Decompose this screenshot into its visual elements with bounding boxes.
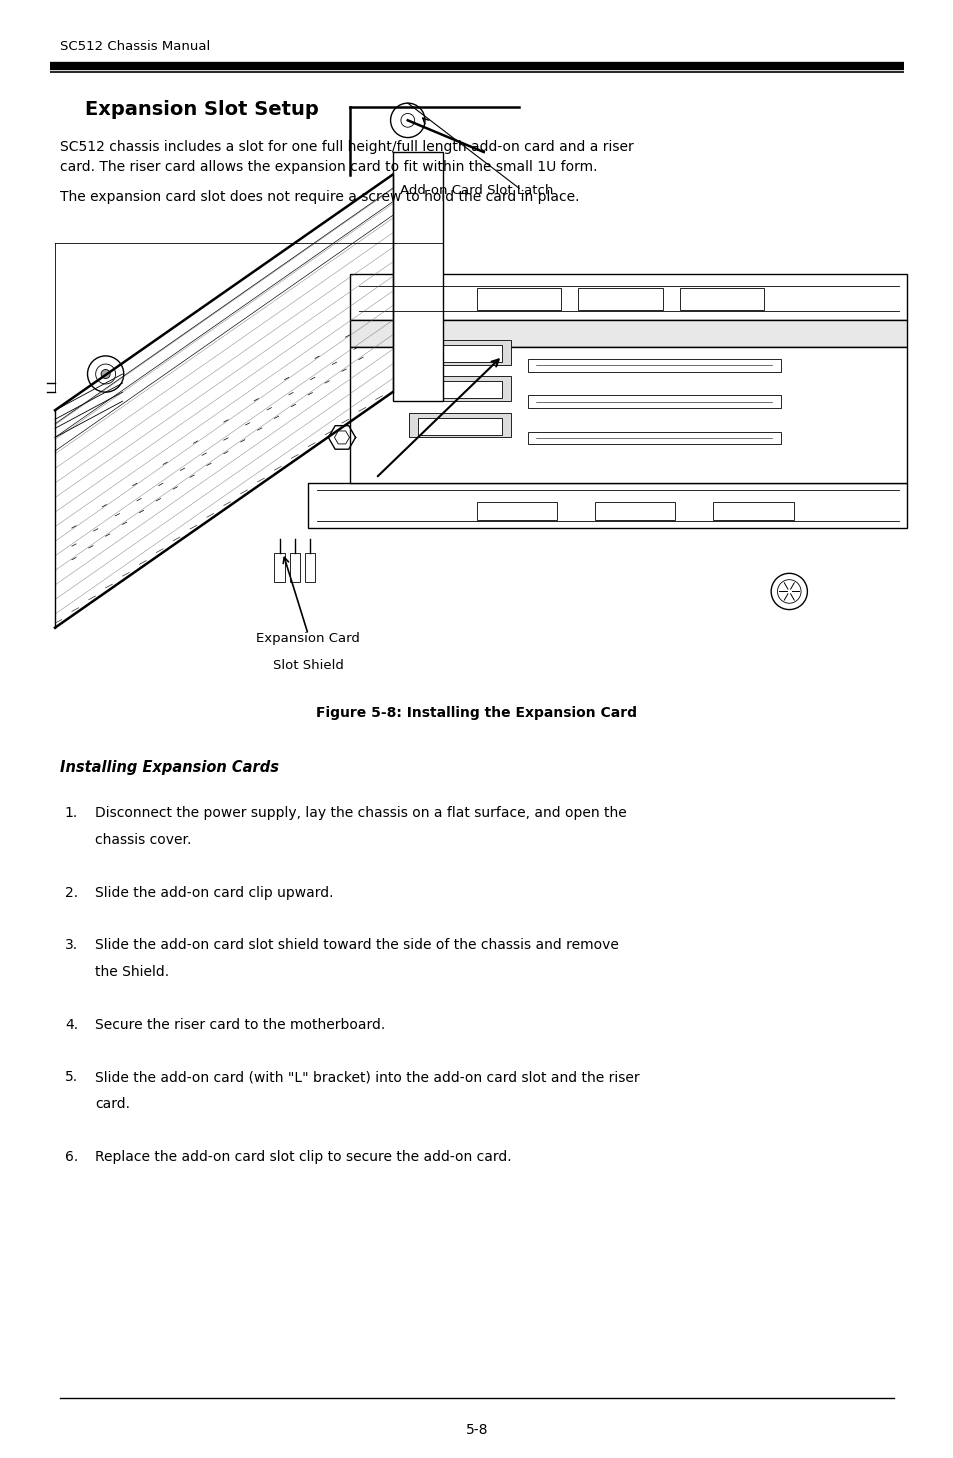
Text: chassis cover.: chassis cover. — [95, 833, 192, 847]
Bar — [578, 287, 662, 309]
Text: card. The riser card allows the expansion card to fit within the small 1U form.: card. The riser card allows the expansio… — [60, 160, 597, 174]
Bar — [274, 553, 284, 582]
Bar — [476, 287, 560, 309]
Polygon shape — [393, 152, 443, 401]
Text: 4.: 4. — [65, 1018, 78, 1032]
Bar — [409, 413, 510, 437]
Polygon shape — [350, 347, 906, 483]
Text: Figure 5-8: Installing the Expansion Card: Figure 5-8: Installing the Expansion Car… — [316, 706, 637, 720]
Text: 5.: 5. — [65, 1070, 78, 1085]
Text: 3.: 3. — [65, 937, 78, 952]
Bar — [527, 432, 780, 445]
Text: Secure the riser card to the motherboard.: Secure the riser card to the motherboard… — [95, 1018, 385, 1032]
Text: SC512 chassis includes a slot for one full height/full length add-on card and a : SC512 chassis includes a slot for one fu… — [60, 140, 633, 155]
Text: Add-on Card Slot Latch: Add-on Card Slot Latch — [400, 184, 553, 197]
Text: Slot Shield: Slot Shield — [273, 659, 343, 672]
Text: 6.: 6. — [65, 1150, 78, 1163]
Text: The expansion card slot does not require a screw to hold the card in place.: The expansion card slot does not require… — [60, 190, 578, 204]
Text: 1.: 1. — [65, 806, 78, 819]
Text: SC512 Chassis Manual: SC512 Chassis Manual — [60, 39, 210, 52]
Bar — [713, 502, 793, 521]
Circle shape — [101, 369, 110, 379]
Polygon shape — [308, 483, 906, 528]
Text: Replace the add-on card slot clip to secure the add-on card.: Replace the add-on card slot clip to sec… — [95, 1150, 511, 1163]
Bar — [417, 382, 502, 398]
Text: 2.: 2. — [65, 885, 78, 900]
Text: Slide the add-on card (with "L" bracket) into the add-on card slot and the riser: Slide the add-on card (with "L" bracket)… — [95, 1070, 639, 1085]
Text: Expansion Slot Setup: Expansion Slot Setup — [85, 101, 318, 120]
Circle shape — [770, 573, 806, 609]
Bar — [679, 287, 763, 309]
Text: the Shield.: the Shield. — [95, 965, 169, 980]
Text: Installing Expansion Cards: Installing Expansion Cards — [60, 760, 278, 776]
Circle shape — [95, 364, 115, 383]
Bar — [290, 553, 299, 582]
Bar — [527, 395, 780, 408]
Circle shape — [400, 114, 415, 127]
Text: Expansion Card: Expansion Card — [256, 633, 360, 646]
Bar — [595, 502, 675, 521]
Circle shape — [88, 356, 124, 392]
Text: Disconnect the power supply, lay the chassis on a flat surface, and open the: Disconnect the power supply, lay the cha… — [95, 806, 626, 819]
Polygon shape — [350, 319, 906, 347]
Bar — [409, 376, 510, 401]
Bar — [417, 346, 502, 362]
Text: Slide the add-on card slot shield toward the side of the chassis and remove: Slide the add-on card slot shield toward… — [95, 937, 618, 952]
Bar — [417, 417, 502, 434]
Circle shape — [777, 580, 801, 604]
Bar — [527, 359, 780, 372]
Text: Slide the add-on card clip upward.: Slide the add-on card clip upward. — [95, 885, 334, 900]
Bar — [305, 553, 314, 582]
Text: card.: card. — [95, 1098, 130, 1111]
Bar — [409, 340, 510, 364]
Bar — [476, 502, 557, 521]
Polygon shape — [350, 274, 906, 319]
Circle shape — [390, 104, 424, 137]
Text: 5-8: 5-8 — [465, 1423, 488, 1438]
